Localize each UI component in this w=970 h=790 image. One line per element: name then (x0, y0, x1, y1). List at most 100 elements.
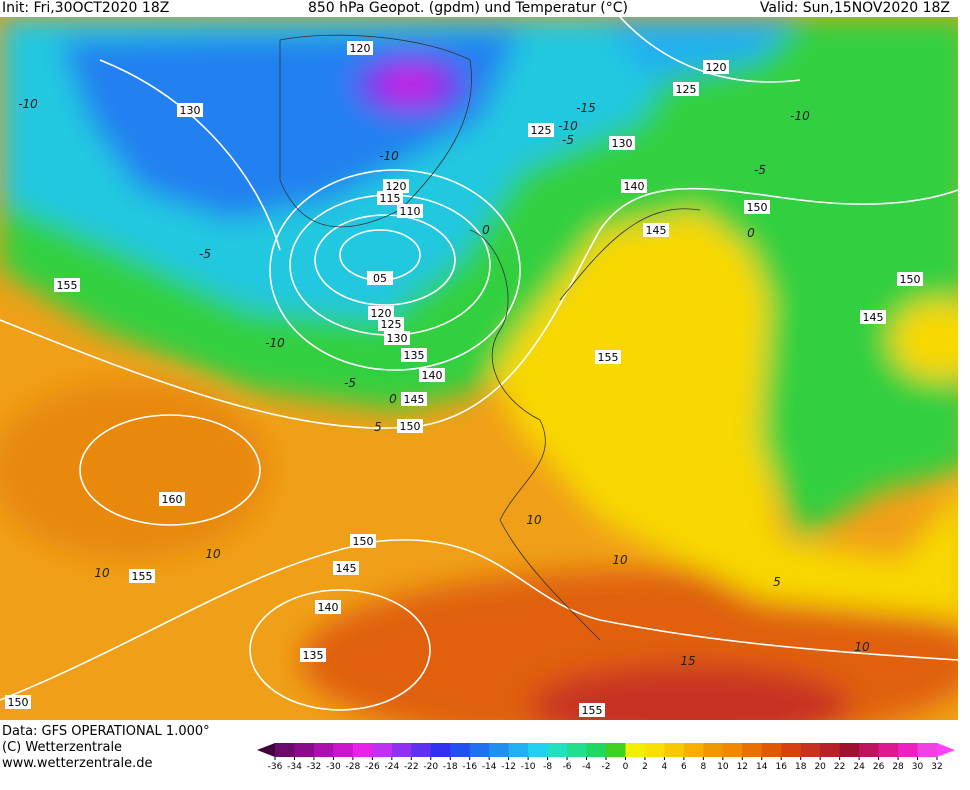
colorbar-label: -18 (443, 762, 458, 772)
geopotential-label: 145 (863, 311, 884, 324)
colorbar-swatch (761, 743, 782, 757)
colorbar-swatch (294, 743, 315, 757)
temperature-label: 0 (747, 226, 755, 240)
colorbar-swatch (703, 743, 724, 757)
label-box (350, 534, 376, 548)
colorbar-label: 24 (853, 762, 865, 772)
colorbar-arrow (937, 743, 955, 757)
temperature-label: -10 (558, 119, 578, 133)
colorbar-swatch (606, 743, 626, 757)
coastlines (279, 34, 701, 641)
geopotential-label: 120 (371, 307, 392, 320)
label-box (368, 306, 394, 320)
colorbar-arrow (257, 743, 275, 757)
colorbar-swatch (430, 743, 451, 757)
label-box (384, 331, 410, 345)
geopotential-label: 140 (624, 180, 645, 193)
label-box (300, 648, 326, 662)
copyright: (C) Wetterzentrale (2, 740, 122, 755)
colorbar-label: -20 (423, 762, 438, 772)
label-box (860, 310, 886, 324)
label-box (673, 82, 699, 96)
colorbar-label: -2 (602, 762, 611, 772)
geopotential-label: 155 (582, 704, 603, 717)
temperature-label: 0 (389, 392, 397, 406)
colorbar-label: -32 (307, 762, 322, 772)
colorbar-swatch (450, 743, 471, 757)
geopotential-label: 135 (404, 349, 425, 362)
temperature-label: 10 (94, 566, 110, 580)
colorbar-label: -10 (521, 762, 536, 772)
colorbar-swatch (508, 743, 529, 757)
label-box (609, 136, 635, 150)
colorbar-swatch (469, 743, 490, 757)
colorbar-swatch (644, 743, 665, 757)
colorbar-label: 4 (662, 762, 668, 772)
colorbar-swatch (275, 743, 295, 757)
map-title: 850 hPa Geopot. (gpdm) und Temperatur (°… (308, 0, 628, 16)
geopotential-label: 125 (531, 124, 552, 137)
geopotential-label: 05 (373, 272, 387, 285)
data-source: Data: GFS OPERATIONAL 1.000° (2, 724, 210, 739)
geopotential-label: 135 (303, 649, 324, 662)
colorbar-swatch (683, 743, 704, 757)
label-box (315, 600, 341, 614)
colorbar-label: -28 (346, 762, 361, 772)
label-box (703, 60, 729, 74)
label-box (5, 695, 31, 709)
label-box (579, 703, 605, 717)
geopotential-label: 115 (380, 192, 401, 205)
geopotential-label: 140 (318, 601, 339, 614)
colorbar-label: -6 (563, 762, 572, 772)
geopotential-label: 145 (646, 224, 667, 237)
temperature-label: -5 (344, 376, 356, 390)
geopotential-label: 120 (386, 180, 407, 193)
colorbar-label: -4 (582, 762, 591, 772)
colorbar-label: -8 (543, 762, 552, 772)
colorbar-label: 20 (814, 762, 826, 772)
colorbar-swatch (742, 743, 763, 757)
geopotential-label: 140 (422, 369, 443, 382)
temperature-label: 15 (680, 654, 695, 668)
colorbar-swatch (917, 743, 938, 757)
label-box (397, 419, 423, 433)
colorbar-swatch (586, 743, 607, 757)
colorbar-label: 8 (700, 762, 706, 772)
colorbar-label: -24 (384, 762, 399, 772)
geopotential-label: 110 (400, 205, 421, 218)
geopotential-label: 155 (132, 570, 153, 583)
colorbar-swatch (820, 743, 841, 757)
geopotential-label: 125 (381, 318, 402, 331)
label-box (54, 278, 80, 292)
colorbar-swatch (489, 743, 510, 757)
geopotential-label: 120 (350, 42, 371, 55)
temperature-label: -5 (754, 163, 766, 177)
colorbar-swatch (878, 743, 899, 757)
colorbar-swatch (411, 743, 432, 757)
geopotential-label: 155 (598, 351, 619, 364)
label-box (744, 200, 770, 214)
temperature-label: 10 (612, 553, 628, 567)
temperature-label: 0 (482, 223, 490, 237)
label-box (643, 223, 669, 237)
colorbar-swatch (567, 743, 588, 757)
colorbar-label: 10 (717, 762, 729, 772)
geopotential-label: 145 (404, 393, 425, 406)
label-box (897, 272, 923, 286)
geopotential-label: 120 (706, 61, 727, 74)
temperature-label: -10 (379, 149, 399, 163)
colorbar-swatch (372, 743, 393, 757)
colorbar-swatch (722, 743, 743, 757)
colorbar-label: 32 (931, 762, 942, 772)
geopotential-label: 150 (747, 201, 768, 214)
temperature-label: 5 (773, 575, 781, 589)
geopotential-label: 130 (180, 104, 201, 117)
temperature-label: 5 (374, 420, 382, 434)
colorbar-label: -26 (365, 762, 380, 772)
label-box (401, 348, 427, 362)
geopotential-label: 155 (57, 279, 78, 292)
label-box (378, 317, 404, 331)
temperature-label: -5 (199, 247, 211, 261)
geopotential-label: 150 (353, 535, 374, 548)
